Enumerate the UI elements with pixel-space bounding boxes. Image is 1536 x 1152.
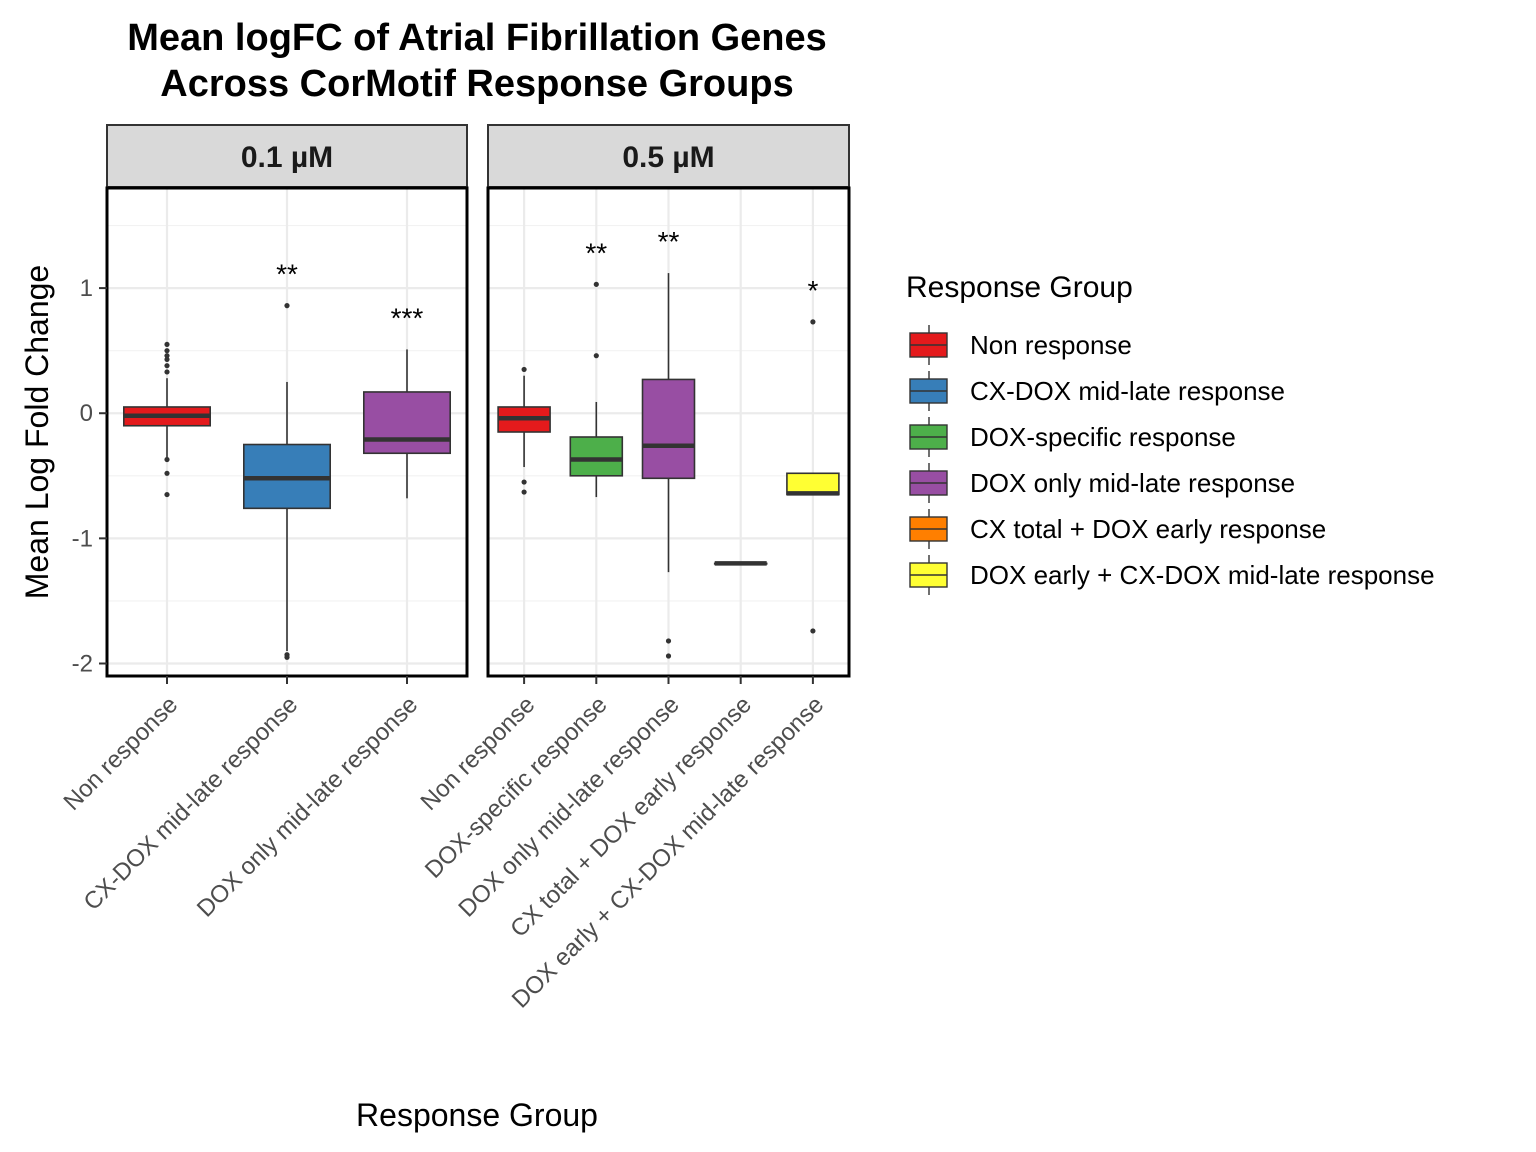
- legend-label: CX-DOX mid-late response: [970, 376, 1285, 406]
- outlier-point: [521, 479, 527, 485]
- outlier-point: [164, 363, 170, 369]
- outlier-point: [593, 281, 599, 287]
- legend-entry: CX-DOX mid-late response: [909, 371, 1285, 411]
- outlier-point: [521, 366, 527, 373]
- outlier-point: [810, 628, 816, 634]
- x-tick-label: Non response: [58, 691, 183, 816]
- legend-title: Response Group: [906, 271, 1133, 304]
- y-tick-label: 1: [80, 275, 93, 302]
- boxplot: **: [569, 237, 624, 498]
- outlier-point: [164, 470, 170, 476]
- y-axis-title: Mean Log Fold Change: [19, 265, 55, 599]
- x-tick-label: CX-DOX mid-late response: [79, 691, 304, 916]
- outlier-point: [665, 638, 672, 644]
- box-iqr: [641, 378, 696, 480]
- outlier-point: [164, 341, 170, 348]
- legend-label: Non response: [970, 330, 1132, 360]
- legend-label: CX total + DOX early response: [970, 514, 1326, 544]
- facet-strip: [487, 124, 850, 188]
- significance-label: **: [585, 237, 607, 268]
- outlier-point: [284, 303, 290, 309]
- boxplot: **: [243, 259, 332, 660]
- y-tick-label: -2: [72, 650, 93, 677]
- boxplot: *: [786, 275, 840, 634]
- box-iqr: [569, 436, 624, 477]
- facet-strip-label: 0.1 µM: [241, 141, 333, 174]
- y-axis: -2 -1 0 1: [72, 275, 107, 677]
- outlier-point: [164, 348, 170, 354]
- facet-strip: [106, 124, 468, 188]
- chart-title-line-1: Mean logFC of Atrial Fibrillation Genes: [127, 17, 827, 59]
- significance-label: ***: [391, 302, 424, 333]
- chart-title-line-2: Across CorMotif Response Groups: [160, 63, 793, 105]
- significance-label: **: [276, 259, 298, 290]
- legend-entry: DOX early + CX-DOX mid-late response: [909, 555, 1435, 595]
- box-iqr: [362, 391, 451, 455]
- y-tick-label: -1: [72, 525, 93, 552]
- outlier-point: [593, 353, 599, 359]
- legend-label: DOX early + CX-DOX mid-late response: [970, 560, 1435, 590]
- legend-entry: CX total + DOX early response: [909, 509, 1326, 549]
- boxplot: **: [641, 226, 696, 659]
- outlier-point: [284, 654, 290, 660]
- outlier-point: [164, 353, 170, 359]
- boxplot: [497, 366, 551, 495]
- legend-entry: Non response: [909, 325, 1132, 365]
- outlier-point: [164, 369, 170, 375]
- boxplot: [123, 341, 212, 498]
- legend-entry: DOX only mid-late response: [909, 463, 1295, 503]
- boxplot: [713, 561, 768, 566]
- outlier-point: [665, 653, 672, 659]
- x-tick-label: DOX only mid-late response: [192, 691, 423, 922]
- significance-label: *: [807, 275, 818, 306]
- significance-label: **: [658, 226, 680, 257]
- outlier-point: [164, 491, 170, 498]
- legend-label: DOX only mid-late response: [970, 468, 1295, 498]
- outlier-point: [521, 489, 527, 495]
- outlier-point: [810, 319, 816, 325]
- outlier-point: [164, 356, 170, 363]
- facet-strip-label: 0.5 µM: [622, 141, 714, 174]
- y-tick-label: 0: [80, 400, 93, 427]
- legend-label: DOX-specific response: [970, 422, 1236, 452]
- x-axis-title: Response Group: [356, 1097, 598, 1133]
- legend-entry: DOX-specific response: [909, 417, 1236, 457]
- legend: Response Group Non response CX-DOX mid-la…: [906, 271, 1435, 595]
- boxplot: ***: [362, 302, 451, 499]
- outlier-point: [164, 456, 170, 463]
